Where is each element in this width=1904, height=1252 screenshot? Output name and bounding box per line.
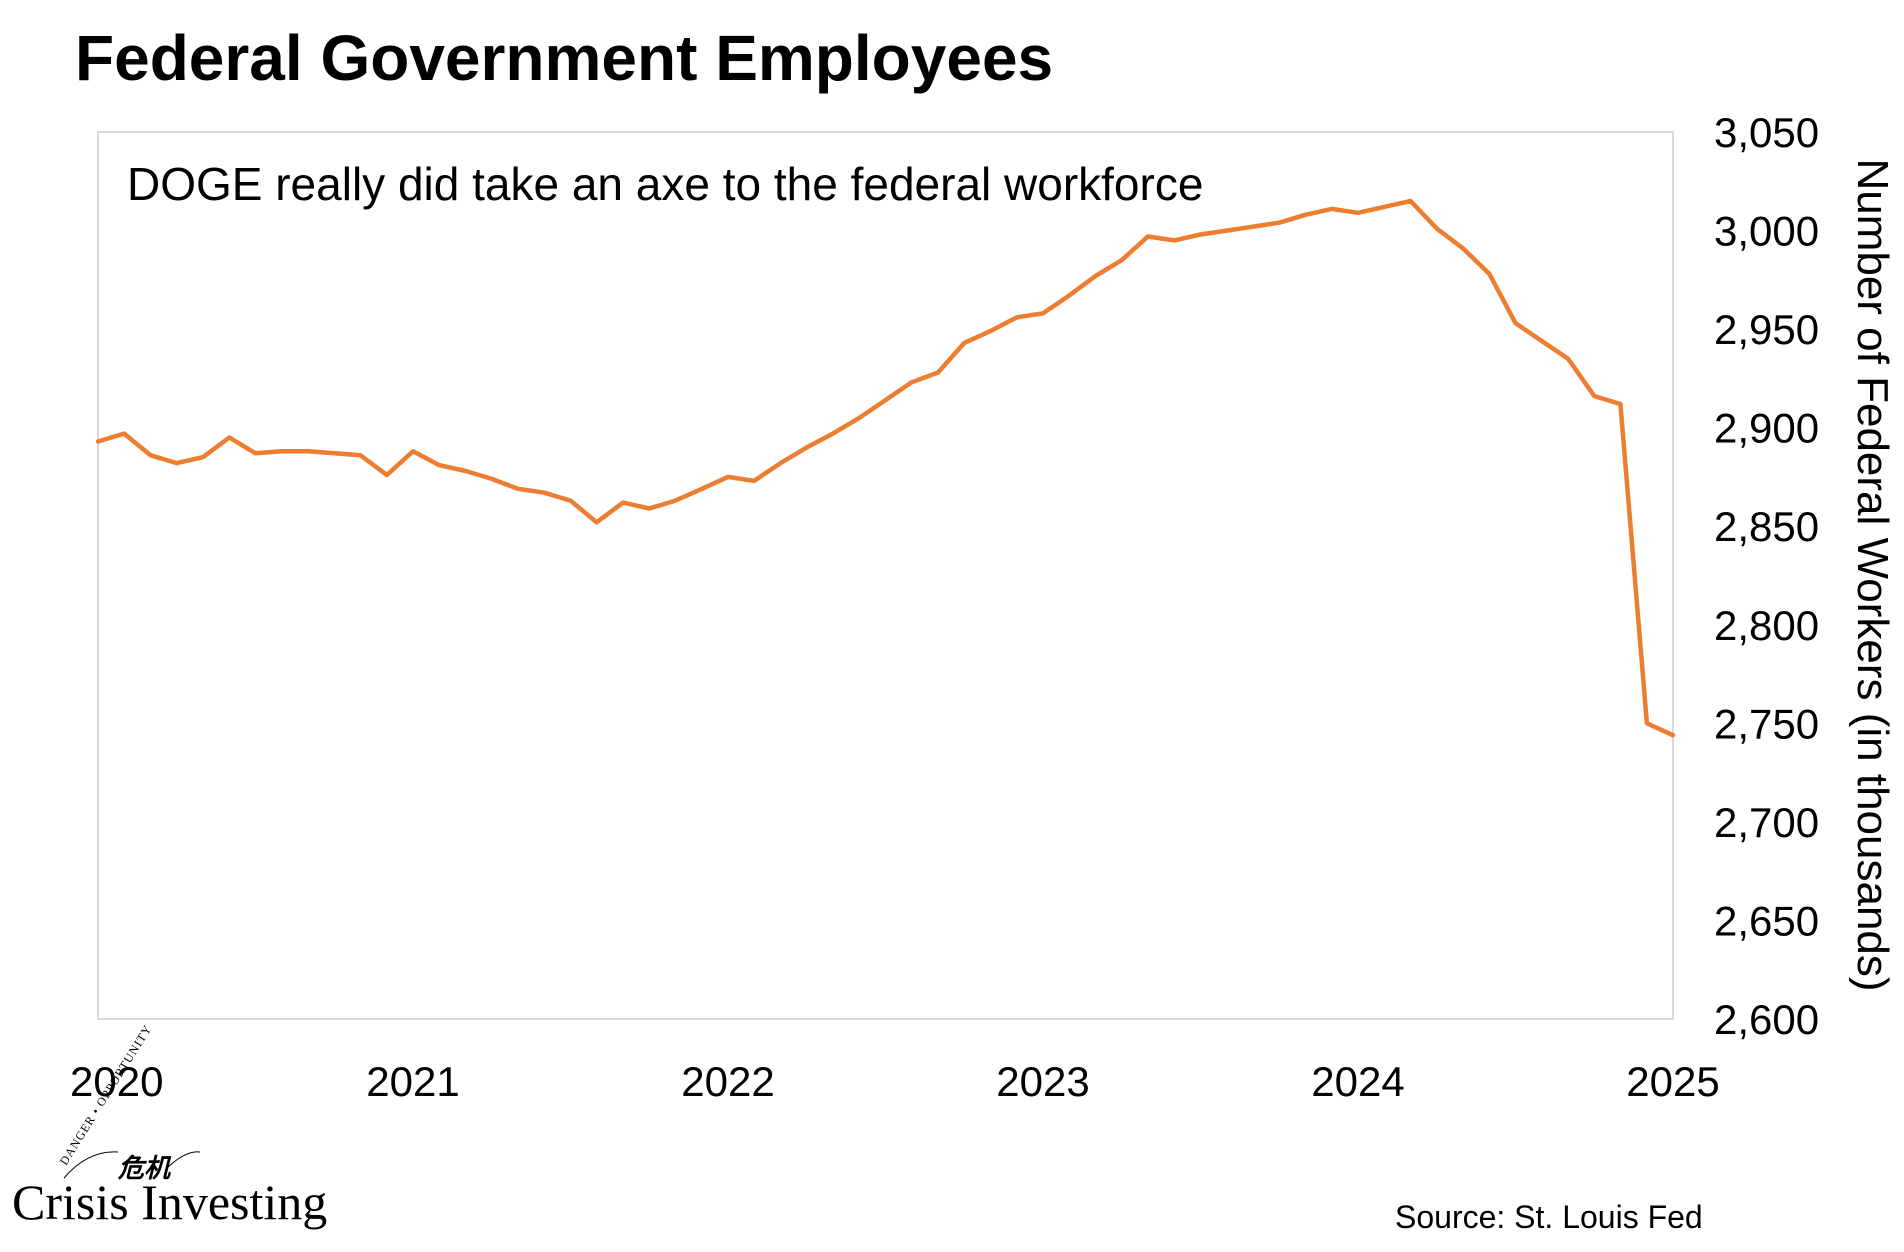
series-line-0 xyxy=(95,198,1676,738)
x-tick-label-2024: 2024 xyxy=(1311,1058,1404,1105)
x-tick-label-2023: 2023 xyxy=(996,1058,1089,1105)
source-note: Source: St. Louis Fed xyxy=(1395,1199,1703,1235)
x-tick-label-2020: 2020 xyxy=(70,1058,163,1105)
series-group xyxy=(95,198,1676,738)
x-tick-label-2025: 2025 xyxy=(1626,1058,1719,1105)
x-axis-ticks: 2020 2021 2022 2023 2024 2025 xyxy=(70,1058,1720,1105)
y-tick-label-3000: 3,000 xyxy=(1714,208,1819,255)
logo-arc-right xyxy=(164,1151,201,1171)
plot-area-frame xyxy=(97,131,1674,1020)
y-tick-label-2850: 2,850 xyxy=(1714,503,1819,550)
y-tick-label-2800: 2,800 xyxy=(1714,602,1819,649)
y-tick-label-2650: 2,650 xyxy=(1714,897,1819,944)
y-tick-label-2600: 2,600 xyxy=(1714,996,1819,1043)
y-axis-ticks: 2,600 2,650 2,700 2,750 2,800 2,850 2,900 2,950… xyxy=(1714,109,1819,1043)
y-tick-label-2750: 2,750 xyxy=(1714,700,1819,747)
x-tick-label-2021: 2021 xyxy=(366,1058,459,1105)
logo-name: Crisis Investing xyxy=(12,1174,327,1230)
chart-annotation: DOGE really did take an axe to the feder… xyxy=(127,158,1203,210)
y-tick-label-2900: 2,900 xyxy=(1714,405,1819,452)
y-tick-label-2700: 2,700 xyxy=(1714,799,1819,846)
x-tick-label-2022: 2022 xyxy=(681,1058,774,1105)
logo-name-text: Crisis Investing xyxy=(12,1174,327,1230)
y-tick-label-3050: 3,050 xyxy=(1714,109,1819,156)
crisis-investing-logo: DANGER • OPPORTUNITY 危机 Crisis Investing xyxy=(12,1022,327,1230)
logo-arc-left xyxy=(63,1151,119,1179)
y-tick-label-2950: 2,950 xyxy=(1714,306,1819,353)
chart-title: Federal Government Employees xyxy=(75,22,1053,94)
logo-glyphs: 危机 xyxy=(117,1154,172,1184)
y-axis-label: Number of Federal Workers (in thousands) xyxy=(1848,158,1897,991)
